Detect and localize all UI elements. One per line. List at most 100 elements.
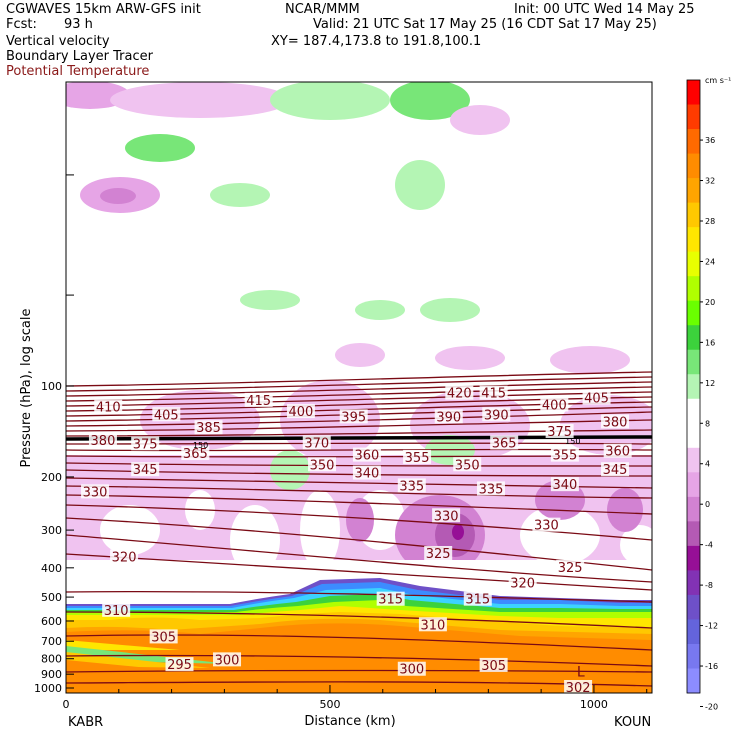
- theta-label: 400: [289, 405, 314, 420]
- colorbar-swatch: [687, 374, 700, 400]
- colorbar-swatch: [687, 521, 700, 547]
- model-title: CGWAVES 15km ARW-GFS init: [6, 2, 201, 17]
- colorbar-swatch: [687, 496, 700, 522]
- theta-label-bg: [165, 657, 194, 672]
- theta-label-bg: [376, 591, 405, 606]
- colorbar-swatch: [687, 423, 700, 449]
- theta-label: 310: [104, 604, 129, 619]
- low-marker: L: [577, 665, 585, 681]
- theta-label: 410: [96, 401, 121, 416]
- theta-label-bg: [397, 661, 426, 676]
- colorbar-swatch: [687, 594, 700, 620]
- y-tick-label: 300: [41, 524, 62, 537]
- theta-label-bg: [601, 462, 630, 477]
- colorbar-label: 24: [705, 257, 715, 266]
- theta-label: 335: [479, 482, 504, 497]
- theta-label: 380: [91, 434, 116, 449]
- theta-label-bg: [556, 559, 585, 574]
- colorbar-swatch: [687, 349, 700, 375]
- colorbar-swatch: [687, 570, 700, 596]
- x-tick-label: 1000: [580, 698, 608, 711]
- theta-label: 345: [133, 463, 158, 478]
- theta-label-bg: [152, 407, 181, 422]
- theta-label-bg: [490, 435, 519, 450]
- theta-label: 330: [83, 485, 108, 500]
- colorbar-label: -16: [705, 662, 718, 671]
- org-label: NCAR/MMM: [285, 2, 360, 17]
- theta-label-bg: [424, 546, 453, 561]
- field-vertical-velocity: Vertical velocity: [6, 34, 110, 49]
- theta-label-bg: [445, 385, 474, 400]
- theta-label-bg: [482, 407, 511, 422]
- vertical-velocity-field: [66, 82, 652, 585]
- colorbar: 36 32 28 24 20 16 12 8 4 0 -4 -8 -12 -16 -20: [686, 79, 718, 711]
- colorbar-label: 28: [705, 217, 715, 226]
- theta-label: 385: [196, 421, 221, 436]
- theta-label-bg: [434, 409, 463, 424]
- colorbar-swatch: [687, 643, 700, 669]
- theta-label-bg: [286, 404, 315, 419]
- theta-label: 415: [246, 394, 271, 409]
- theta-contour-labels: 410 405 415 400 395 420 415 390 390 400 405 385 380 3…: [81, 385, 632, 693]
- theta-label-bg: [149, 629, 178, 644]
- colorbar-swatch: [687, 104, 700, 130]
- theta-label-bg: [432, 508, 461, 523]
- theta-label-bg: [403, 449, 432, 464]
- theta-label-bg: [463, 591, 492, 606]
- theta-label-bg: [352, 465, 381, 480]
- x-tick-label: 0: [63, 698, 70, 711]
- colorbar-swatch: [687, 129, 700, 155]
- theta-label: 405: [584, 392, 609, 407]
- y-tick-label: 1000: [34, 682, 62, 695]
- potential-temperature-contours: [66, 371, 652, 687]
- theta-label: 345: [603, 463, 628, 478]
- colorbar-label: 36: [705, 136, 715, 145]
- theta-label-bg: [352, 447, 381, 462]
- x-axis-label: Distance (km): [304, 714, 395, 729]
- theta-label: 405: [154, 408, 179, 423]
- colorbar-label: 16: [705, 338, 715, 347]
- colorbar-swatch: [687, 619, 700, 645]
- valid-time: Valid: 21 UTC Sat 17 May 25 (16 CDT Sat …: [313, 17, 657, 32]
- xy-coordinates: XY= 187.4,173.8 to 191.8,100.1: [271, 34, 482, 49]
- theta-label-bg: [181, 446, 210, 461]
- theta-label-bg: [603, 443, 632, 458]
- x-tick-label: 500: [319, 698, 340, 711]
- theta-label: 365: [492, 436, 517, 451]
- theta-label-bg: [94, 399, 123, 414]
- tropopause-marker: 150: [565, 437, 580, 446]
- theta-label-bg: [88, 432, 117, 447]
- theta-label: 340: [552, 478, 577, 493]
- y-tick-label: 800: [41, 653, 62, 666]
- y-tick-label: 600: [41, 615, 62, 628]
- theta-label-bg: [550, 477, 579, 492]
- fcst-label: Fcst:: [6, 17, 37, 32]
- theta-label: 305: [481, 659, 506, 674]
- theta-label-bg: [545, 423, 574, 438]
- theta-label-bg: [131, 462, 160, 477]
- theta-label: 325: [558, 561, 583, 576]
- theta-label: 295: [167, 658, 192, 673]
- theta-label-bg: [540, 397, 569, 412]
- theta-label-bg: [302, 435, 331, 450]
- colorbar-label: -20: [705, 702, 718, 711]
- theta-label: 360: [605, 445, 630, 460]
- theta-label: 390: [484, 408, 509, 423]
- theta-label: 300: [215, 653, 240, 668]
- theta-label: 360: [355, 449, 380, 464]
- colorbar-swatch: [687, 251, 700, 277]
- y-tick-label: 700: [41, 635, 62, 648]
- theta-label-bg: [244, 392, 273, 407]
- theta-label-bg: [308, 457, 337, 472]
- theta-label-bg: [339, 409, 368, 424]
- colorbar-label: 32: [705, 177, 715, 186]
- theta-label: 395: [341, 410, 366, 425]
- y-axis-label: Pressure (hPa), log scale: [19, 309, 34, 468]
- theta-label: 330: [534, 519, 559, 534]
- theta-label: 355: [552, 449, 577, 464]
- theta-label-bg: [102, 602, 131, 617]
- theta-label: 320: [510, 576, 535, 591]
- colorbar-swatch: [687, 545, 700, 571]
- field-boundary-layer-tracer: Boundary Layer Tracer: [6, 49, 153, 64]
